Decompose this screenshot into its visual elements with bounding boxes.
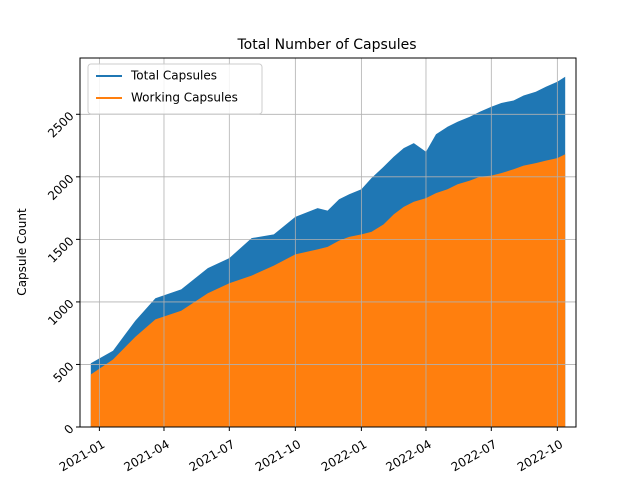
area-layer — [90, 76, 566, 428]
y-axis-label: Capsule Count — [15, 208, 29, 296]
legend-entry: Total Capsules — [130, 69, 217, 83]
legend-box — [87, 63, 263, 115]
area-series-2 — [90, 154, 566, 428]
legend-entry: Working Capsules — [131, 91, 238, 105]
chart-title: Total Number of Capsules — [237, 37, 417, 53]
plot-frame — [79, 57, 577, 428]
legend: Total Capsules Working Capsules — [87, 63, 263, 115]
